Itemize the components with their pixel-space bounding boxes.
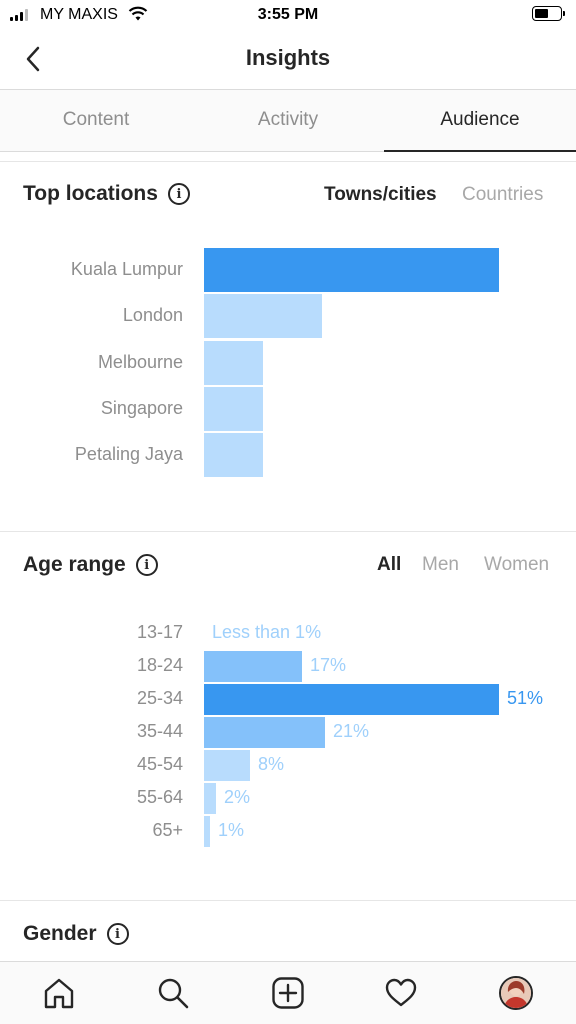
age-bar-35-44 (204, 717, 325, 748)
new-post-icon (272, 977, 304, 1009)
filter-countries[interactable]: Countries (462, 184, 544, 205)
section-divider (0, 531, 576, 532)
avatar (499, 976, 533, 1010)
nav-profile[interactable] (497, 974, 535, 1012)
nav-activity[interactable] (382, 974, 420, 1012)
nav-home[interactable] (40, 974, 78, 1012)
tab-content[interactable]: Content (62, 109, 130, 130)
age-value-18-24: 17% (310, 655, 347, 675)
age-bar-45-54 (204, 750, 250, 781)
nav-new-post[interactable] (269, 974, 307, 1012)
location-bar-petaling-jaya (204, 433, 263, 478)
info-icon[interactable]: i (135, 554, 158, 576)
gender-header: Gender i (23, 922, 129, 946)
age-label-25-34: 25-34 (136, 688, 183, 708)
search-icon (158, 978, 189, 1009)
age-bar-55-64 (204, 783, 216, 814)
top-locations-title: Top locations (23, 182, 158, 205)
section-divider (0, 161, 576, 162)
location-bar-melbourne (204, 340, 263, 385)
profile-avatar-image (501, 978, 531, 1008)
filter-women[interactable]: Women (484, 554, 550, 575)
heart-icon (385, 978, 417, 1007)
tab-activity[interactable]: Activity (257, 109, 319, 130)
age-value-65: 1% (218, 820, 245, 840)
age-range-title: Age range (23, 553, 126, 576)
info-icon[interactable]: i (106, 923, 129, 945)
bottom-nav (0, 961, 576, 1024)
location-bar-singapore (204, 386, 263, 431)
home-icon (44, 978, 74, 1009)
location-bar-kuala-lumpur (204, 248, 499, 292)
age-value-45-54: 8% (258, 754, 285, 774)
tab-audience[interactable]: Audience (384, 90, 576, 152)
location-label-melbourne: Melbourne (97, 351, 183, 372)
section-divider (0, 900, 576, 901)
location-label-petaling-jaya: Petaling Jaya (74, 444, 183, 465)
chevron-left-icon (26, 46, 40, 72)
page-title: Insights (245, 45, 331, 70)
nav-search[interactable] (154, 974, 192, 1012)
top-locations-header: Top locations i (23, 182, 190, 206)
battery-icon (532, 6, 565, 21)
age-value-13-17: Less than 1% (212, 622, 322, 642)
age-label-55-64: 55-64 (136, 787, 183, 807)
age-bar-65 (204, 816, 210, 847)
gender-title: Gender (23, 922, 97, 945)
location-label-london: London (122, 305, 183, 326)
age-bar-25-34 (204, 684, 499, 715)
location-label-singapore: Singapore (100, 397, 183, 418)
age-label-18-24: 18-24 (136, 655, 183, 675)
wifi-icon (128, 6, 148, 21)
age-label-35-44: 35-44 (136, 721, 183, 741)
location-bar-london (204, 294, 322, 339)
age-label-65: 65+ (152, 820, 183, 840)
age-value-25-34: 51% (507, 688, 544, 708)
filter-all[interactable]: All (377, 554, 402, 575)
signal-icon (10, 8, 28, 21)
status-time: 3:55 PM (257, 6, 319, 23)
header: Insights (0, 30, 576, 88)
age-value-55-64: 2% (224, 787, 251, 807)
filter-men[interactable]: Men (422, 554, 459, 575)
age-range-header: Age range i (23, 553, 158, 577)
age-value-35-44: 21% (333, 721, 370, 741)
age-label-13-17: 13-17 (136, 622, 183, 642)
back-button[interactable] (18, 42, 52, 76)
age-bar-18-24 (204, 651, 302, 682)
carrier-name: MY MAXIS (40, 6, 118, 23)
location-label-kuala-lumpur: Kuala Lumpur (70, 259, 183, 279)
info-icon[interactable]: i (167, 183, 190, 205)
filter-towns-cities[interactable]: Towns/cities (324, 184, 437, 205)
age-label-45-54: 45-54 (136, 754, 183, 774)
insights-tabs: Content Activity Audience (0, 89, 576, 152)
status-bar: MY MAXIS 3:55 PM (0, 0, 576, 30)
